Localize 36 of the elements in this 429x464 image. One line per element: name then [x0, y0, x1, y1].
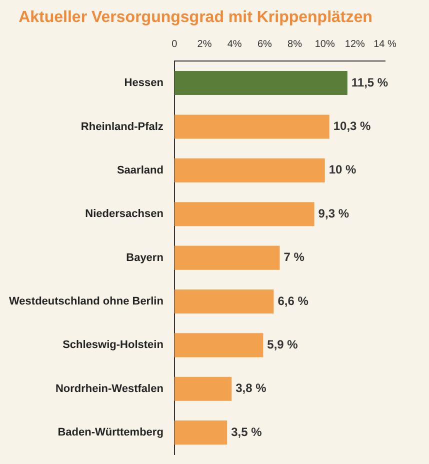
y-tick-label: Bayern [126, 252, 164, 264]
y-tick-label: Hessen [124, 77, 164, 90]
bar [174, 289, 274, 314]
bar [174, 71, 348, 96]
data-label: 5,9 % [267, 337, 298, 352]
x-tick-label: 12% [344, 38, 366, 50]
y-tick-label: Saarland [116, 164, 164, 176]
data-label: 11,5 % [351, 75, 388, 90]
x-tick-label: 14 % [374, 38, 397, 50]
x-tick-label: 6% [257, 38, 272, 50]
bar [174, 158, 325, 182]
bar [174, 376, 232, 401]
data-label: 9,3 % [318, 206, 350, 220]
x-tick-label: 8% [288, 38, 302, 50]
y-tick-label: Nordrhein-Westfalen [55, 382, 164, 395]
y-tick-label: Westdeutschland ohne Berlin [8, 296, 164, 308]
data-label: 7 % [284, 250, 305, 264]
bar [174, 246, 280, 270]
data-label: 10 % [328, 162, 357, 177]
y-tick-label: Schleswig-Holstein [62, 339, 164, 352]
x-tick-label: 4% [227, 38, 242, 50]
bar [174, 202, 314, 226]
bar [174, 333, 264, 358]
bar [174, 114, 330, 139]
y-tick-label: Baden-Württemberg [58, 426, 164, 439]
y-tick-label: Rheinland-Pfalz [80, 120, 164, 133]
x-tick-label: 0 [172, 38, 178, 50]
x-tick-label: 10% [314, 38, 335, 50]
chart-title: Aktueller Versorgungsgrad mit Krippenplätzen [18, 9, 372, 26]
y-tick-label: Niedersachsen [85, 208, 164, 220]
data-label: 3,8 % [236, 381, 267, 396]
bar [174, 420, 228, 445]
data-label: 6,6 % [278, 294, 309, 308]
x-tick-label: 2% [197, 38, 212, 50]
data-label: 3,5 % [231, 424, 262, 439]
data-label: 10,3 % [333, 119, 372, 134]
